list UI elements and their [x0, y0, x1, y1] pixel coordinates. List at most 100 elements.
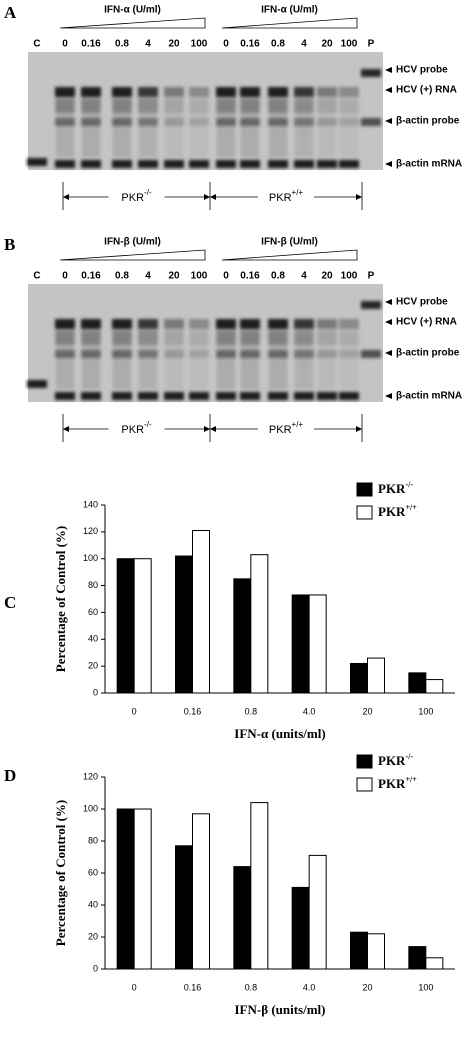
gel-smear	[113, 97, 131, 157]
lane-label: C	[33, 271, 40, 282]
gel-band	[27, 158, 47, 166]
legend-label-name: PKR	[378, 753, 406, 768]
gel-smear	[82, 97, 100, 157]
legend-label: PKR+/+	[378, 775, 417, 791]
y-tick-label: 40	[88, 634, 98, 644]
lane-label: 20	[321, 271, 333, 282]
x-tick-label: 0.8	[245, 706, 258, 716]
gel-smear	[340, 97, 358, 157]
genotype-label: PKR-/-	[121, 188, 152, 204]
bar	[350, 662, 368, 694]
lane-label: C	[33, 39, 40, 50]
gel-smear	[269, 329, 287, 389]
bar	[192, 530, 210, 694]
gel-smear	[241, 97, 259, 157]
legend-label: PKR+/+	[378, 503, 417, 519]
panel-letter: A	[4, 3, 17, 22]
bar	[233, 866, 252, 970]
bar	[425, 679, 444, 694]
legend-label-name: PKR	[378, 776, 406, 791]
gel-smear	[217, 329, 235, 389]
lane-label: 4	[145, 271, 151, 282]
gel-band	[164, 392, 184, 400]
y-tick-label: 0	[93, 963, 98, 973]
x-tick-label: 0.16	[184, 706, 202, 716]
gel-band	[81, 392, 101, 400]
legend-label-sup: -/-	[405, 752, 413, 761]
lane-label: 100	[191, 271, 208, 282]
legend-swatch	[356, 777, 373, 792]
bar	[308, 594, 327, 694]
gel-smear	[318, 329, 336, 389]
lane-label: 100	[341, 271, 358, 282]
lane-label: 4	[301, 271, 307, 282]
x-axis-title: IFN-β (units/ml)	[235, 1002, 326, 1017]
band-label: β-actin mRNA	[396, 391, 462, 402]
band-arrow	[385, 319, 392, 325]
x-tick-label: 0.16	[184, 982, 202, 992]
gel-band	[55, 319, 75, 329]
gel-band	[268, 392, 288, 400]
gel-band	[189, 87, 209, 97]
treatment-label: IFN-β (U/ml)	[104, 237, 161, 248]
y-tick-label: 120	[83, 526, 98, 536]
lane-label: 0	[62, 271, 68, 282]
gel-band	[216, 392, 236, 400]
y-axis-title: Percentage of Control (%)	[53, 526, 68, 672]
legend-label-sup: -/-	[405, 480, 413, 489]
bar	[250, 554, 269, 694]
gel-band	[216, 319, 236, 329]
treatment-label: IFN-α (U/ml)	[104, 5, 161, 16]
gel-band	[216, 87, 236, 97]
gel-band	[112, 87, 132, 97]
band-arrow	[385, 299, 392, 305]
gel-band	[317, 160, 337, 168]
lane-label: 20	[168, 271, 180, 282]
band-label: HCV probe	[396, 297, 448, 308]
gel-smear	[340, 329, 358, 389]
bar	[291, 886, 310, 970]
bar	[133, 558, 152, 694]
y-tick-label: 60	[88, 867, 98, 877]
bar	[116, 808, 135, 970]
y-tick-label: 120	[83, 771, 98, 781]
gel-band	[81, 87, 101, 97]
bracket-arrow	[63, 426, 69, 432]
gel-smear	[295, 329, 313, 389]
genotype-label-name: PKR	[121, 424, 144, 436]
gel-band	[240, 392, 260, 400]
dose-wedge	[221, 17, 358, 29]
band-label: HCV (+) RNA	[396, 317, 457, 328]
gel-band	[361, 301, 381, 309]
gel-band	[112, 392, 132, 400]
lane-label: 0	[223, 271, 229, 282]
lane-label: 0.16	[240, 271, 260, 282]
bar	[408, 672, 427, 694]
x-tick-label: 0.8	[245, 982, 258, 992]
genotype-label-name: PKR	[269, 424, 292, 436]
band-arrow	[385, 87, 392, 93]
gel-band	[112, 319, 132, 329]
y-tick-label: 100	[83, 553, 98, 563]
bar	[408, 946, 427, 970]
genotype-label-name: PKR	[269, 192, 292, 204]
x-tick-label: 100	[418, 706, 433, 716]
gel-smear	[190, 97, 208, 157]
x-tick-label: 4.0	[303, 982, 316, 992]
gel-smear	[165, 329, 183, 389]
legend-label-sup: +/+	[405, 775, 417, 784]
bracket-arrow	[204, 426, 210, 432]
gel-band	[240, 87, 260, 97]
gel-band	[81, 160, 101, 168]
band-label: HCV (+) RNA	[396, 85, 457, 96]
lane-label: P	[368, 271, 375, 282]
legend-swatch	[356, 505, 373, 520]
gel-band	[339, 160, 359, 168]
gel-smear	[56, 97, 74, 157]
lane-label: P	[368, 39, 375, 50]
genotype-label: PKR+/+	[269, 188, 304, 204]
band-arrow	[385, 350, 392, 356]
band-label: β-actin mRNA	[396, 159, 462, 170]
y-tick-label: 60	[88, 607, 98, 617]
panel-letter: C	[4, 593, 16, 612]
